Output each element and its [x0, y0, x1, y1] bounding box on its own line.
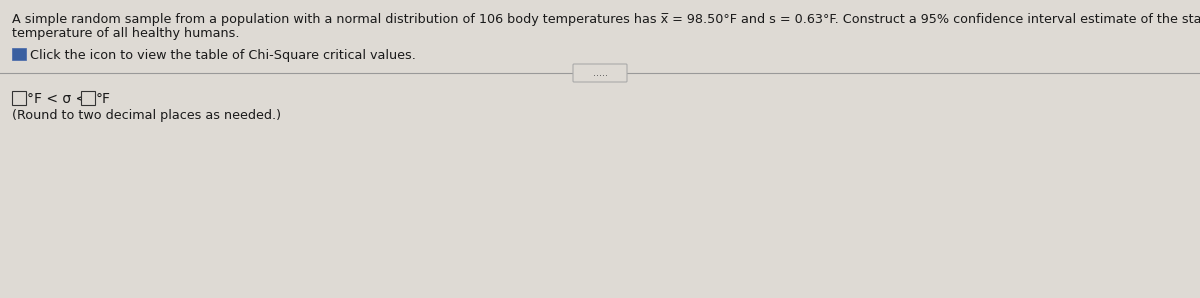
Text: temperature of all healthy humans.: temperature of all healthy humans. [12, 27, 240, 40]
FancyBboxPatch shape [574, 64, 628, 82]
Bar [82, 91, 95, 105]
Text: °F: °F [96, 92, 112, 106]
Text: A simple random sample from a population with a normal distribution of 106 body : A simple random sample from a population… [12, 13, 1200, 26]
Bar [12, 48, 26, 60]
Text: Click the icon to view the table of Chi-Square critical values.: Click the icon to view the table of Chi-… [30, 49, 416, 62]
Bar [12, 91, 26, 105]
Text: .....: ..... [593, 68, 607, 78]
Text: (Round to two decimal places as needed.): (Round to two decimal places as needed.) [12, 109, 281, 122]
Text: °F < σ <: °F < σ < [28, 92, 88, 106]
